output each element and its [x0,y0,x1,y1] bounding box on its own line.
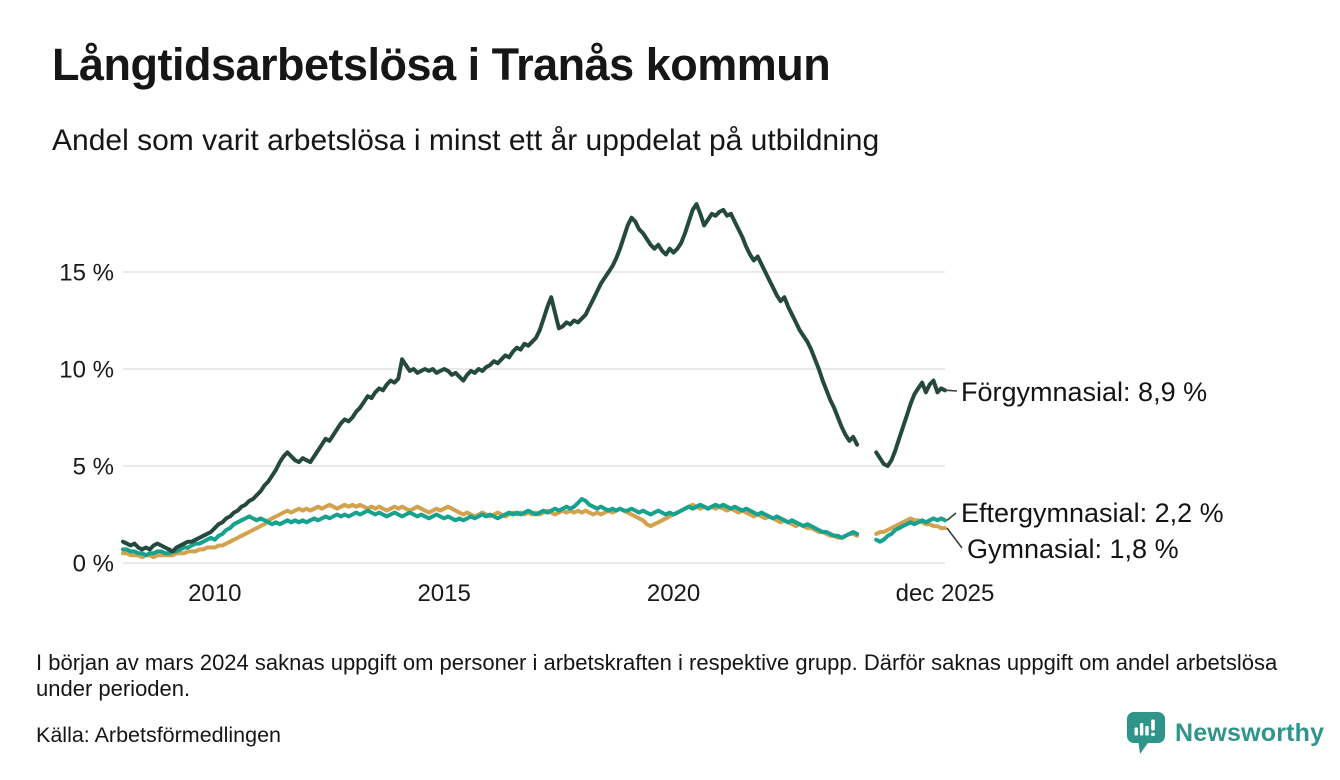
series-lines [121,202,947,560]
bar-chart-speech-bubble-icon [1127,712,1165,754]
y-tick-label: 5 % [73,454,114,481]
newsworthy-logo[interactable]: Newsworthy [1126,711,1324,755]
x-tick-label: dec 2025 [896,580,995,607]
page-title: Långtidsarbetslösa i Tranås kommun [52,39,831,90]
chart-subtitle: Andel som varit arbetslösa i minst ett å… [52,124,880,157]
newsworthy-logo-text: Newsworthy [1175,718,1325,747]
y-tick-label: 0 % [73,551,114,578]
y-tick-label: 10 % [59,357,114,384]
label-connector [946,389,958,392]
x-tick-label: 2010 [188,580,241,607]
series-label-eftergymnasial: Eftergymnasial: 2,2 % [961,498,1224,528]
x-tick-label: 2020 [647,580,700,607]
footnote: I början av mars 2024 saknas uppgift om … [36,650,1278,701]
label-connector [946,512,957,521]
series-line-eftergymnasial [121,497,947,558]
label-connector [946,527,963,549]
x-axis-labels: 2010 2015 2020 dec 2025 [188,580,994,607]
series-line-förgymnasial [121,202,947,554]
x-tick-label: 2015 [417,580,470,607]
gridlines [123,271,945,564]
series-label-gymnasial: Gymnasial: 1,8 % [967,534,1179,564]
source-label: Källa: Arbetsförmedlingen [36,723,282,747]
y-tick-label: 15 % [59,260,114,287]
series-label-forgymnasial: Förgymnasial: 8,9 % [961,377,1207,407]
label-connectors [946,389,963,549]
y-axis-labels: 0 % 5 % 10 % 15 % [59,260,114,578]
